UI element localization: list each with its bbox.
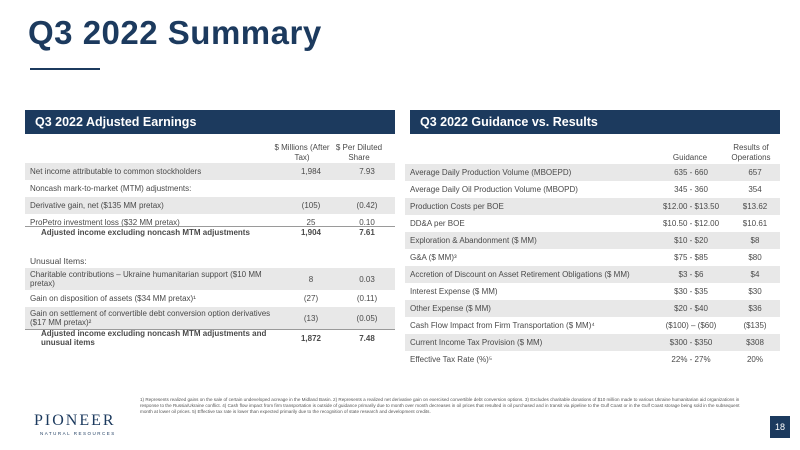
row-label: Production Costs per BOE <box>410 202 504 211</box>
row-label: Average Daily Oil Production Volume (MBO… <box>410 185 578 194</box>
row-label: Current Income Tax Provision ($ MM) <box>410 338 543 347</box>
row-value-guidance: $10 - $20 <box>674 236 708 245</box>
row-label: Noncash mark-to-market (MTM) adjustments… <box>30 184 192 193</box>
row-label: Adjusted income excluding noncash MTM ad… <box>41 329 267 347</box>
row-value-millions: 1,872 <box>300 333 322 343</box>
row-value-millions: (27) <box>303 294 319 303</box>
row-value-guidance: 635 - 660 <box>674 168 708 177</box>
table-row: Effective Tax Rate (%)⁵ 22% - 27% 20% <box>405 351 780 368</box>
row-label: Net income attributable to common stockh… <box>30 167 202 176</box>
row-label: Derivative gain, net ($135 MM pretax) <box>30 201 164 210</box>
row-value-millions: 8 <box>308 274 314 284</box>
row-label: DD&A per BOE <box>410 219 465 228</box>
table-row: Noncash mark-to-market (MTM) adjustments… <box>25 180 395 197</box>
footnotes: 1) Represents realized gains on the sale… <box>140 397 740 414</box>
row-value-guidance: $10.50 - $12.00 <box>662 219 720 228</box>
row-value-guidance: $300 - $350 <box>669 338 713 347</box>
row-label: Gain on settlement of convertible debt c… <box>30 309 271 327</box>
row-value-millions: 1,984 <box>300 167 322 176</box>
divider <box>25 226 395 227</box>
unusual-items-label: Unusual Items: <box>30 256 87 266</box>
results-column-header: Results of Operations <box>731 143 771 162</box>
row-value-guidance: $30 - $35 <box>674 287 708 296</box>
row-value-per-share: 7.61 <box>359 228 375 237</box>
millions-column-header: $ Millions (After Tax) <box>274 143 330 162</box>
row-value-results: $30 <box>748 287 762 296</box>
row-label: Gain on disposition of assets ($34 MM pr… <box>30 294 196 303</box>
title-underline <box>30 68 100 70</box>
row-value-per-share: 0.03 <box>359 274 375 284</box>
row-value-per-share: 7.48 <box>359 333 375 343</box>
row-value-per-share: 0.10 <box>359 218 375 227</box>
table-row-subtotal: Adjusted income excluding noncash MTM ad… <box>25 327 395 349</box>
row-value-results: $80 <box>748 253 762 262</box>
table-row: Average Daily Production Volume (MBOEPD)… <box>405 164 780 181</box>
page-number: 18 <box>770 416 790 438</box>
row-label: Accretion of Discount on Asset Retiremen… <box>410 270 630 279</box>
row-value-millions: 25 <box>306 218 316 227</box>
row-label: G&A ($ MM)³ <box>410 253 457 262</box>
row-value-per-share: (0.42) <box>356 201 378 210</box>
table-row: Charitable contributions – Ukraine human… <box>25 268 395 290</box>
row-value-results: 354 <box>748 185 762 194</box>
row-label: Average Daily Production Volume (MBOEPD) <box>410 168 572 177</box>
row-value-results: $8 <box>750 236 760 245</box>
table-row: Gain on disposition of assets ($34 MM pr… <box>25 290 395 307</box>
pioneer-logo: PIONEER <box>34 412 116 429</box>
row-value-guidance: 345 - 360 <box>674 185 708 194</box>
row-label: ProPetro investment loss ($32 MM pretax) <box>30 218 180 227</box>
table-row: Production Costs per BOE $12.00 - $13.50… <box>405 198 780 215</box>
row-value-per-share: (0.05) <box>356 313 378 323</box>
row-label: Effective Tax Rate (%)⁵ <box>410 355 493 364</box>
row-value-guidance: ($100) – ($60) <box>665 321 717 330</box>
table-row: G&A ($ MM)³ $75 - $85 $80 <box>405 249 780 266</box>
table-row: Average Daily Oil Production Volume (MBO… <box>405 181 780 198</box>
table-row: Other Expense ($ MM) $20 - $40 $36 <box>405 300 780 317</box>
row-value-guidance: $75 - $85 <box>674 253 708 262</box>
row-value-millions: 1,904 <box>300 228 322 237</box>
per-share-column-header: $ Per Diluted Share <box>335 143 383 162</box>
row-value-guidance: $20 - $40 <box>674 304 708 313</box>
page-title: Q3 2022 Summary <box>28 14 322 51</box>
table-row: ProPetro investment loss ($32 MM pretax)… <box>25 214 395 231</box>
guidance-column-header: Guidance <box>672 153 708 162</box>
row-value-results: $308 <box>746 338 764 347</box>
table-row: Net income attributable to common stockh… <box>25 163 395 180</box>
table-row: Exploration & Abandonment ($ MM) $10 - $… <box>405 232 780 249</box>
row-value-guidance: $3 - $6 <box>678 270 704 279</box>
table-row: Gain on settlement of convertible debt c… <box>25 307 395 329</box>
row-value-guidance: 22% - 27% <box>671 355 711 364</box>
row-label: Cash Flow Impact from Firm Transportatio… <box>410 321 595 330</box>
table-row: Accretion of Discount on Asset Retiremen… <box>405 266 780 283</box>
row-value-results: ($135) <box>743 321 767 330</box>
row-value-millions: (13) <box>303 313 319 323</box>
row-value-results: $36 <box>748 304 762 313</box>
row-value-results: $13.62 <box>742 202 768 211</box>
row-value-results: $4 <box>750 270 760 279</box>
table-row: Interest Expense ($ MM) $30 - $35 $30 <box>405 283 780 300</box>
table-row: Derivative gain, net ($135 MM pretax) (1… <box>25 197 395 214</box>
divider <box>25 329 395 330</box>
logo-subtitle: NATURAL RESOURCES <box>40 431 116 436</box>
row-label: Charitable contributions – Ukraine human… <box>30 270 262 288</box>
row-label: Exploration & Abandonment ($ MM) <box>410 236 537 245</box>
row-value-guidance: $12.00 - $13.50 <box>662 202 720 211</box>
row-value-per-share: (0.11) <box>356 294 378 303</box>
row-value-per-share: 7.93 <box>359 167 375 176</box>
row-label: Interest Expense ($ MM) <box>410 287 498 296</box>
row-label: Adjusted income excluding noncash MTM ad… <box>41 228 250 237</box>
table-row: Cash Flow Impact from Firm Transportatio… <box>405 317 780 334</box>
row-value-results: 20% <box>746 355 763 364</box>
table-row: Current Income Tax Provision ($ MM) $300… <box>405 334 780 351</box>
guidance-results-heading: Q3 2022 Guidance vs. Results <box>410 110 780 134</box>
table-row-subtotal: Adjusted income excluding noncash MTM ad… <box>25 224 395 241</box>
adjusted-earnings-heading: Q3 2022 Adjusted Earnings <box>25 110 395 134</box>
row-value-millions: (105) <box>301 201 321 210</box>
table-row: DD&A per BOE $10.50 - $12.00 $10.61 <box>405 215 780 232</box>
row-value-results: $10.61 <box>742 219 768 228</box>
row-label: Other Expense ($ MM) <box>410 304 491 313</box>
row-value-results: 657 <box>748 168 762 177</box>
